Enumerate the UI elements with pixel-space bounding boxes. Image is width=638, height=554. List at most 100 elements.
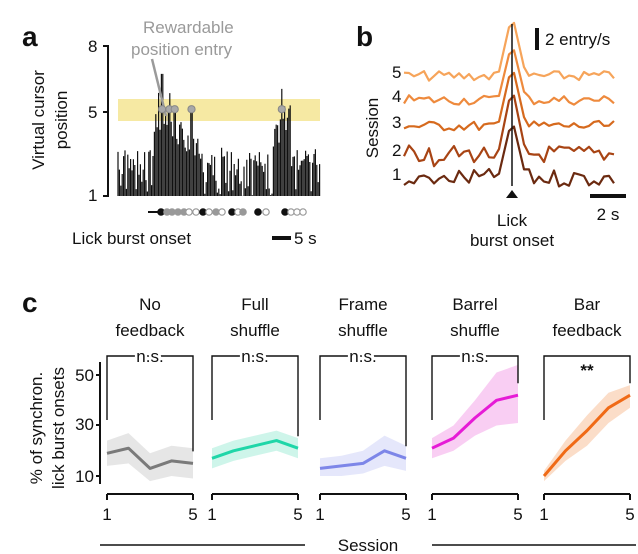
subplot-title-line1: Full xyxy=(241,295,268,314)
significance-label: ** xyxy=(580,361,594,380)
onset-dot xyxy=(192,208,200,216)
subplot-x-axis xyxy=(211,493,299,500)
onset-dot xyxy=(218,208,226,216)
xtick-label-5: 5 xyxy=(401,505,410,524)
subplot-title-line2: feedback xyxy=(553,321,622,340)
significance-label: n.s. xyxy=(241,347,268,366)
session-label: 5 xyxy=(392,63,401,82)
session-trace-line xyxy=(403,125,615,188)
panel-c-xlabel: Session xyxy=(338,536,398,554)
panel-a-ytick-5: 5 xyxy=(88,103,97,122)
panel-b-session-traces: Session 2 entry/s 5 4 3 2 1 Lick burst onset… xyxy=(363,21,626,250)
subplot-x-axis xyxy=(106,493,194,500)
session-label: 4 xyxy=(392,87,401,106)
annotation-line1: Rewardable xyxy=(143,18,234,37)
confidence-band xyxy=(320,435,406,476)
subplot-title-line2: shuffle xyxy=(450,321,500,340)
panel-c-sync-plots: % of synchron. lick burst onsets 50 30 1… xyxy=(27,295,636,554)
panel-a-bar-trace xyxy=(117,73,321,196)
significance-bracket xyxy=(319,355,407,447)
session-mean-line xyxy=(542,393,631,477)
confidence-band xyxy=(212,430,298,469)
xtick-label-5: 5 xyxy=(513,505,522,524)
panel-b-ylabel: Session xyxy=(363,98,382,158)
onset-dot xyxy=(254,208,262,216)
subplot-x-axis xyxy=(431,493,519,500)
panel-label-b: b xyxy=(356,21,373,52)
session-trace-line xyxy=(403,21,615,82)
rewardable-entry-dot xyxy=(187,105,196,114)
xtick-label-5: 5 xyxy=(188,505,197,524)
subplot-title-line2: shuffle xyxy=(230,321,280,340)
subplot-title-line1: Frame xyxy=(338,295,387,314)
subplot-title-line1: Barrel xyxy=(452,295,497,314)
panel-b-y-scalebar-label: 2 entry/s xyxy=(545,30,610,49)
subplot-title-line2: feedback xyxy=(116,321,185,340)
rewardable-entry-markers xyxy=(158,105,286,114)
xtick-label-1: 1 xyxy=(102,505,111,524)
xtick-label-5: 5 xyxy=(293,505,302,524)
panel-b-onset-marker xyxy=(506,190,518,198)
significance-label: n.s. xyxy=(349,347,376,366)
confidence-band xyxy=(432,364,518,459)
panel-b-trace-group: 5 4 3 2 1 xyxy=(392,21,615,188)
confidence-band xyxy=(107,433,193,482)
subplot-x-axis xyxy=(319,493,407,500)
panel-b-x-scalebar-label: 2 s xyxy=(597,205,620,224)
significance-bracket xyxy=(431,355,519,420)
rewardable-entry-dot xyxy=(170,105,179,114)
subplot-title-line1: Bar xyxy=(574,295,601,314)
panel-c-ytick-30: 30 xyxy=(75,415,94,434)
session-mean-line xyxy=(319,449,407,470)
panel-a-ylabel-line1: Virtual cursor xyxy=(29,70,48,170)
panel-b-xlabel-line2: burst onset xyxy=(470,231,554,250)
session-trace-line xyxy=(403,71,615,132)
panel-c-ytick-10: 10 xyxy=(75,467,94,486)
panel-a-ytick-8: 8 xyxy=(88,37,97,56)
significance-label: n.s. xyxy=(461,347,488,366)
panel-label-c: c xyxy=(22,287,38,318)
cursor-position-trace xyxy=(117,73,321,196)
panel-c-ylabel-line2: lick burst onsets xyxy=(49,367,68,489)
rewardable-entry-dot xyxy=(277,105,286,114)
significance-bracket xyxy=(211,355,299,437)
panel-b-xlabel-line1: Lick xyxy=(497,211,528,230)
significance-label: n.s. xyxy=(136,347,163,366)
session-mean-line xyxy=(211,439,299,460)
lick-burst-onset-markers xyxy=(157,208,307,216)
panel-c-ytick-50: 50 xyxy=(75,366,94,385)
session-label: 1 xyxy=(392,165,401,184)
subplot-title-line1: No xyxy=(139,295,161,314)
confidence-band xyxy=(544,385,630,482)
panel-a-ylabel-line2: position xyxy=(52,91,71,150)
significance-bracket xyxy=(106,355,194,452)
panel-a-xlabel: Lick burst onset xyxy=(72,229,191,248)
subplot-x-axis xyxy=(543,493,631,500)
significance-bracket xyxy=(543,355,631,420)
session-trace-line xyxy=(403,49,615,106)
annotation-line2: position entry xyxy=(131,40,233,59)
xtick-label-5: 5 xyxy=(625,505,634,524)
xtick-label-1: 1 xyxy=(207,505,216,524)
onset-dot xyxy=(262,208,270,216)
session-mean-line xyxy=(106,446,194,470)
session-trace-line xyxy=(403,94,615,168)
onset-dot xyxy=(205,208,213,216)
session-label: 2 xyxy=(392,141,401,160)
xtick-label-1: 1 xyxy=(427,505,436,524)
rewardable-entry-dot xyxy=(158,105,167,114)
panel-label-a: a xyxy=(22,21,38,52)
panel-a-cursor-trace: Virtual cursor position 8 5 1 Rewardable… xyxy=(29,18,321,248)
onset-dot xyxy=(185,208,193,216)
panel-c-ylabel-line1: % of synchron. xyxy=(27,372,46,484)
onset-dot xyxy=(239,208,247,216)
panel-a-ytick-1: 1 xyxy=(88,186,97,205)
subplot-title-line2: shuffle xyxy=(338,321,388,340)
session-mean-line xyxy=(431,393,519,450)
onset-dot xyxy=(299,208,307,216)
xtick-label-1: 1 xyxy=(539,505,548,524)
session-label: 3 xyxy=(392,113,401,132)
xtick-label-1: 1 xyxy=(315,505,324,524)
